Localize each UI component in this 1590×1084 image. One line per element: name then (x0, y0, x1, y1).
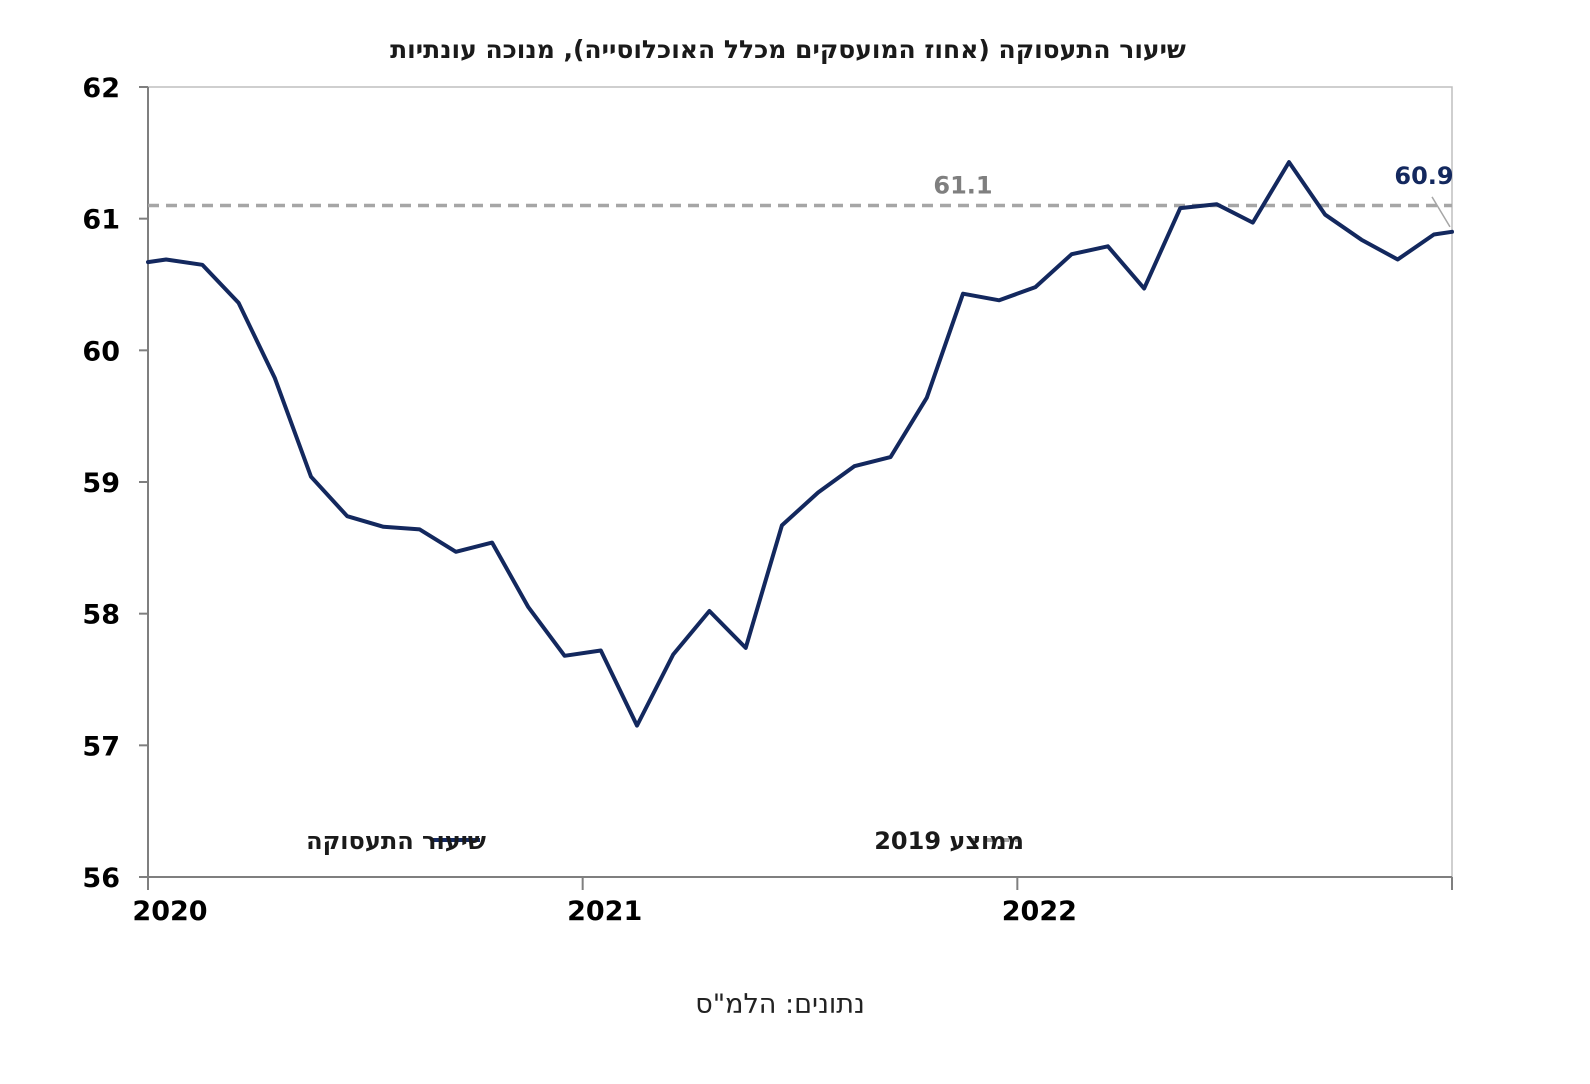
annotation-2019-average-value: 61.1 (933, 172, 992, 200)
y-tick-label: 57 (82, 731, 120, 762)
x-tick-label: 2020 (132, 896, 207, 927)
annotation-leader-line (1431, 196, 1451, 228)
y-tick-label: 56 (82, 863, 120, 894)
legend-label-2019-average: ממוצע 2019 (874, 827, 1024, 855)
y-tick-label: 59 (82, 468, 120, 499)
series-line-employment-rate (146, 160, 1454, 728)
y-tick-label: 61 (82, 205, 120, 236)
y-tick-label: 62 (82, 73, 120, 104)
axes: 56 57 58 59 60 61 62 2020 2021 2022 (82, 73, 1453, 927)
chart-title: שיעור התעסוקה (אחוז המועסקים מכלל האוכלו… (390, 35, 1186, 64)
legend-label-employment: שיעור התעסוקה (306, 827, 486, 855)
source-note: נתונים: הלמ"ס (695, 989, 865, 1020)
series-layer (146, 160, 1454, 728)
x-tick-label: 2021 (567, 896, 642, 927)
annotation-latest-value: 60.9 (1394, 162, 1453, 190)
y-tick-label: 58 (82, 600, 120, 631)
x-tick-label: 2022 (1002, 896, 1077, 927)
y-tick-label: 60 (82, 336, 120, 367)
legend: שיעור התעסוקה ממוצע 2019 (306, 827, 1024, 855)
annotations: 61.1 60.9 (933, 162, 1454, 228)
